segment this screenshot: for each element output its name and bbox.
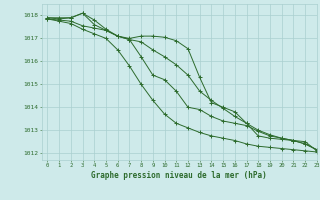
X-axis label: Graphe pression niveau de la mer (hPa): Graphe pression niveau de la mer (hPa) bbox=[91, 171, 267, 180]
